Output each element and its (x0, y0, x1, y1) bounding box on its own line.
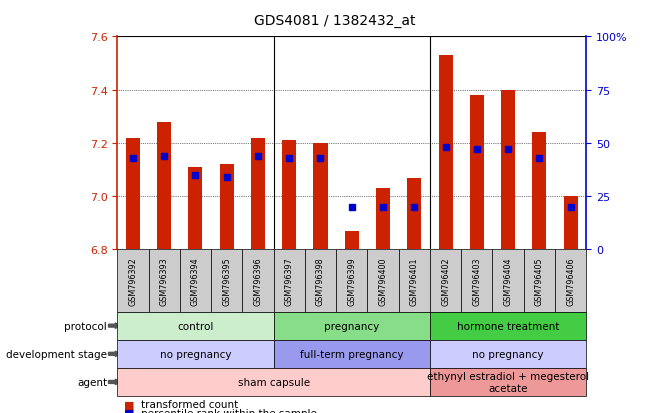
Text: GDS4081 / 1382432_at: GDS4081 / 1382432_at (254, 14, 416, 28)
Bar (251, 138, 265, 250)
Bar (407, 178, 421, 250)
Text: GSM796394: GSM796394 (191, 256, 200, 305)
Text: GSM796401: GSM796401 (410, 256, 419, 305)
Text: ■: ■ (124, 408, 135, 413)
Text: GSM796400: GSM796400 (379, 256, 387, 305)
Text: GSM796392: GSM796392 (129, 256, 137, 305)
Bar (501, 90, 515, 250)
Text: GSM796393: GSM796393 (159, 256, 169, 305)
Bar (314, 144, 328, 250)
Text: GSM796406: GSM796406 (566, 256, 575, 305)
Bar (345, 231, 359, 250)
Bar (220, 165, 234, 250)
Text: transformed count: transformed count (141, 399, 238, 409)
Text: full-term pregnancy: full-term pregnancy (300, 349, 403, 359)
Text: ethynyl estradiol + megesterol
acetate: ethynyl estradiol + megesterol acetate (427, 371, 589, 393)
Text: sham capsule: sham capsule (238, 377, 310, 387)
Text: pregnancy: pregnancy (324, 321, 379, 331)
Text: GSM796397: GSM796397 (285, 256, 293, 305)
Bar (188, 167, 202, 250)
Text: GSM796405: GSM796405 (535, 256, 544, 305)
Bar (126, 138, 140, 250)
Text: control: control (178, 321, 214, 331)
Text: no pregnancy: no pregnancy (472, 349, 544, 359)
Text: protocol: protocol (64, 321, 107, 331)
Bar (438, 56, 453, 250)
Bar (563, 197, 578, 250)
Text: GSM796402: GSM796402 (441, 256, 450, 305)
Text: percentile rank within the sample: percentile rank within the sample (141, 408, 316, 413)
Text: hormone treatment: hormone treatment (457, 321, 559, 331)
Bar (157, 122, 171, 250)
Text: no pregnancy: no pregnancy (159, 349, 231, 359)
Text: GSM796398: GSM796398 (316, 256, 325, 305)
Text: GSM796396: GSM796396 (253, 256, 263, 305)
Bar (376, 189, 390, 250)
Text: GSM796395: GSM796395 (222, 256, 231, 305)
Bar (282, 141, 296, 250)
Text: ■: ■ (124, 399, 135, 409)
Bar (533, 133, 547, 250)
Text: GSM796404: GSM796404 (504, 256, 513, 305)
Text: GSM796399: GSM796399 (347, 256, 356, 305)
Bar (470, 96, 484, 250)
Text: agent: agent (77, 377, 107, 387)
Text: development stage: development stage (6, 349, 107, 359)
Text: GSM796403: GSM796403 (472, 256, 481, 305)
